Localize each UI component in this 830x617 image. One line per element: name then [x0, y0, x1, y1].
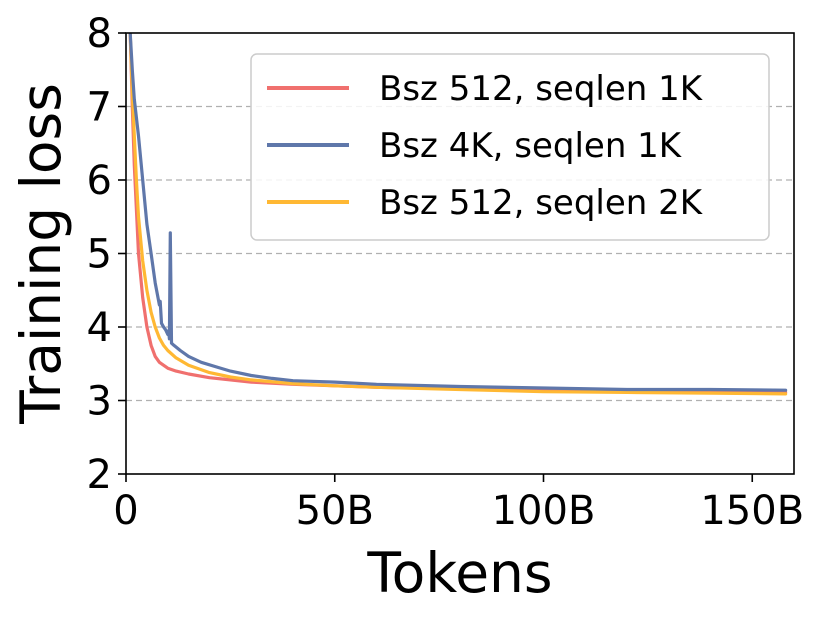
legend-label-1: Bsz 4K, seqlen 1K — [379, 126, 683, 166]
legend-label-0: Bsz 512, seqlen 1K — [379, 69, 704, 109]
y-tick-label-0: 2 — [87, 452, 112, 498]
x-axis-title: Tokens — [366, 541, 552, 605]
axis-ticks: 2 3 4 5 6 7 8 0 50B 100B 150B — [87, 11, 805, 534]
legend: Bsz 512, seqlen 1K Bsz 4K, seqlen 1K Bsz 5… — [250, 53, 770, 241]
y-tick-label-6: 8 — [87, 11, 112, 57]
x-tick-label-1: 50B — [296, 488, 374, 534]
y-tick-label-2: 4 — [87, 305, 112, 351]
series-lines — [128, 33, 788, 396]
y-tick-label-4: 6 — [87, 158, 112, 204]
x-tick-label-3: 150B — [700, 488, 804, 534]
x-tick-label-2: 100B — [492, 488, 596, 534]
x-tick-label-0: 0 — [113, 488, 138, 534]
legend-label-2: Bsz 512, seqlen 2K — [379, 183, 704, 223]
y-tick-label-1: 3 — [87, 379, 112, 425]
legend-box — [250, 53, 770, 241]
y-tick-label-3: 5 — [87, 232, 112, 278]
series-line-1 — [128, 33, 788, 392]
series-line-2 — [128, 33, 788, 396]
y-tick-label-5: 7 — [87, 85, 112, 131]
y-axis-title: Training loss — [9, 83, 73, 425]
